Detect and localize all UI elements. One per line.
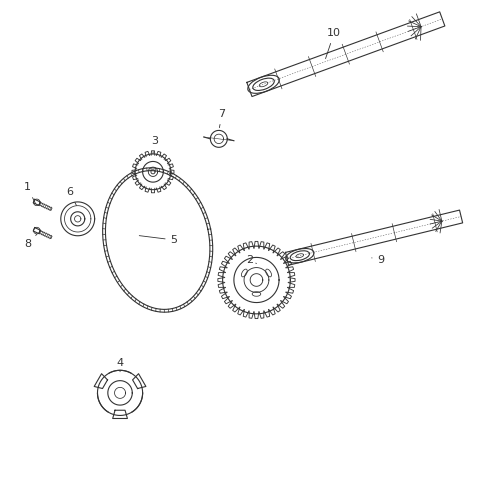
Text: 6: 6 [66,187,76,205]
Text: 4: 4 [117,358,124,372]
Text: 7: 7 [218,109,226,128]
Text: 1: 1 [24,182,36,204]
Text: 9: 9 [372,255,384,265]
Text: 3: 3 [151,136,158,154]
Text: 5: 5 [139,235,178,245]
Text: 8: 8 [24,234,37,249]
Text: 10: 10 [325,28,341,59]
Text: 2: 2 [246,255,256,265]
